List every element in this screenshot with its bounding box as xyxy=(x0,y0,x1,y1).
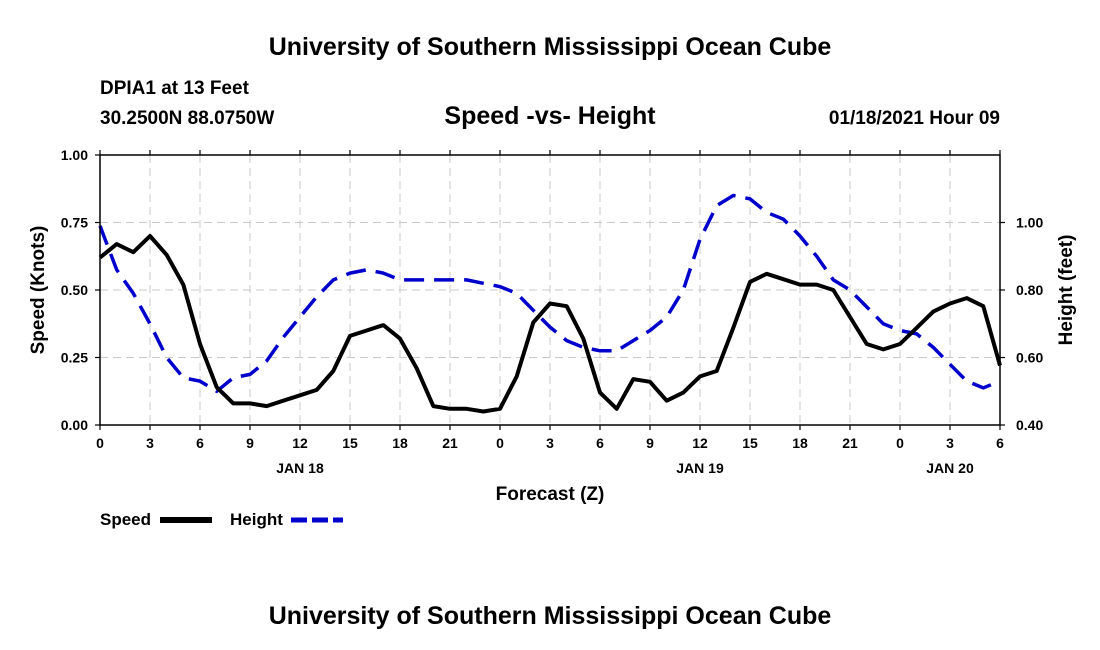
x-tick-label: 18 xyxy=(392,435,408,451)
y-axis-left-label: Speed (Knots) xyxy=(28,226,49,355)
date-label: JAN 19 xyxy=(676,460,724,476)
x-tick-label: 15 xyxy=(742,435,758,451)
x-tick-label: 21 xyxy=(442,435,458,451)
y-right-tick-label: 0.40 xyxy=(1016,417,1043,433)
x-tick-label: 0 xyxy=(496,435,504,451)
x-tick-label: 6 xyxy=(196,435,204,451)
series-line-height xyxy=(98,193,1001,394)
y-right-tick-label: 0.80 xyxy=(1016,282,1043,298)
axis-ticks: 0 3 6 9 12 15 18 21 0 3 6 9 12 15 18 21 0 3 6 0.00 0.25 0.50 0… xyxy=(61,147,1044,476)
location-label: 30.2500N 88.0750W xyxy=(100,108,274,129)
footer-title: University of Southern Mississippi Ocean… xyxy=(269,602,832,630)
x-tick-label: 0 xyxy=(896,435,904,451)
series-group xyxy=(98,193,1002,414)
x-tick-label: 9 xyxy=(646,435,654,451)
chart-title: University of Southern Mississippi Ocean… xyxy=(269,33,832,61)
x-tick-label: 21 xyxy=(842,435,858,451)
x-tick-label: 15 xyxy=(342,435,358,451)
x-axis-label: Forecast (Z) xyxy=(496,484,605,505)
legend: Speed Height xyxy=(100,510,343,529)
x-tick-label: 3 xyxy=(946,435,954,451)
y-left-tick-label: 0.50 xyxy=(61,282,88,298)
legend-label-height: Height xyxy=(230,510,283,529)
station-label: DPIA1 at 13 Feet xyxy=(100,78,250,99)
y-left-tick-label: 0.25 xyxy=(61,350,88,366)
x-tick-label: 9 xyxy=(246,435,254,451)
date-label: JAN 20 xyxy=(926,460,974,476)
x-tick-label: 12 xyxy=(692,435,708,451)
legend-label-speed: Speed xyxy=(100,510,151,529)
y-axis-right-label: Height (feet) xyxy=(1056,235,1077,346)
x-tick-label: 6 xyxy=(596,435,604,451)
y-right-tick-label: 0.60 xyxy=(1016,350,1043,366)
x-tick-label: 3 xyxy=(546,435,554,451)
series-line-speed xyxy=(98,234,1002,414)
timestamp-label: 01/18/2021 Hour 09 xyxy=(829,108,1000,129)
x-tick-label: 6 xyxy=(996,435,1004,451)
y-left-tick-label: 1.00 xyxy=(61,147,88,163)
date-label: JAN 18 xyxy=(276,460,324,476)
chart-subtitle: Speed -vs- Height xyxy=(444,102,656,130)
x-tick-label: 12 xyxy=(292,435,308,451)
x-tick-label: 18 xyxy=(792,435,808,451)
grid-lines xyxy=(100,155,1000,425)
y-left-tick-label: 0.75 xyxy=(61,215,88,231)
x-tick-label: 3 xyxy=(146,435,154,451)
y-left-tick-label: 0.00 xyxy=(61,417,88,433)
x-tick-label: 0 xyxy=(96,435,104,451)
y-right-tick-label: 1.00 xyxy=(1016,215,1043,231)
